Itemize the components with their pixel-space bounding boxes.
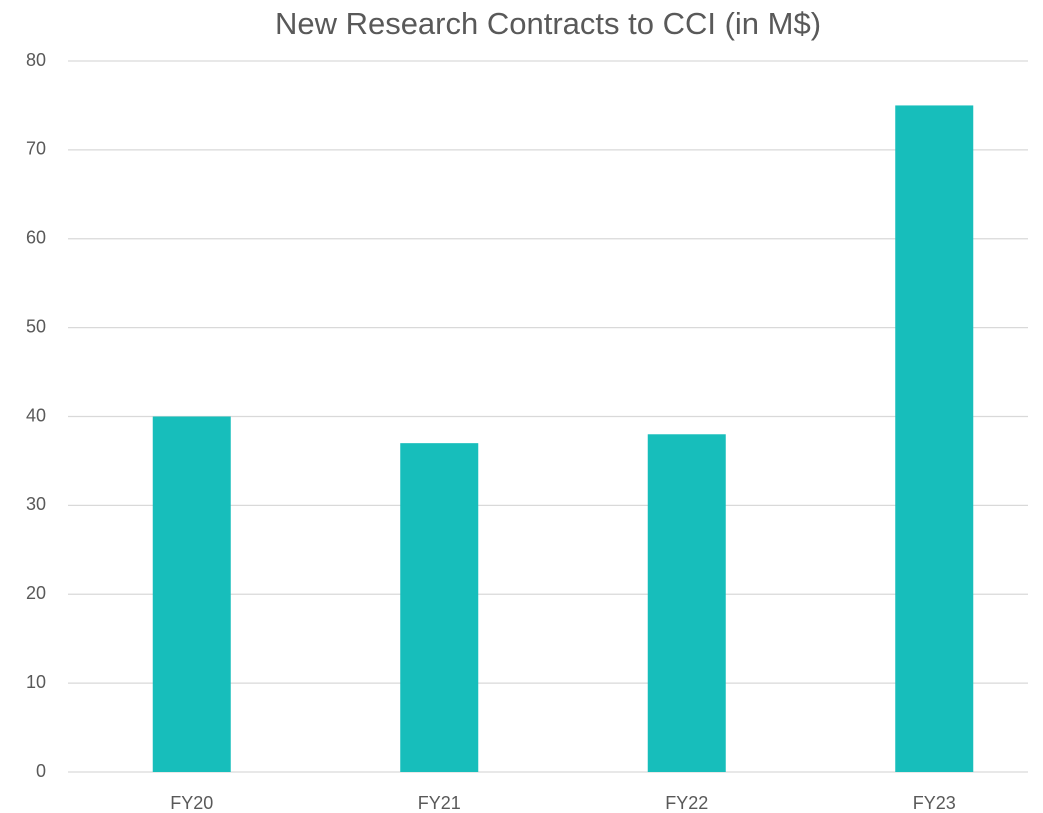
y-tick-label: 0 [36,761,46,781]
x-tick-label: FY21 [418,793,461,813]
y-tick-label: 30 [26,494,46,514]
y-tick-label: 80 [26,50,46,70]
x-tick-label: FY22 [665,793,708,813]
x-tick-label: FY23 [913,793,956,813]
y-tick-label: 60 [26,228,46,248]
y-tick-label: 40 [26,405,46,425]
bar [647,434,726,772]
y-tick-label: 50 [26,316,46,336]
x-tick-label: FY20 [170,793,213,813]
y-tick-label: 70 [26,139,46,159]
bar [895,105,974,772]
y-tick-label: 20 [26,583,46,603]
y-tick-label: 10 [26,672,46,692]
bar [152,416,231,772]
chart-title: New Research Contracts to CCI (in M$) [275,6,821,41]
bar [400,443,479,772]
